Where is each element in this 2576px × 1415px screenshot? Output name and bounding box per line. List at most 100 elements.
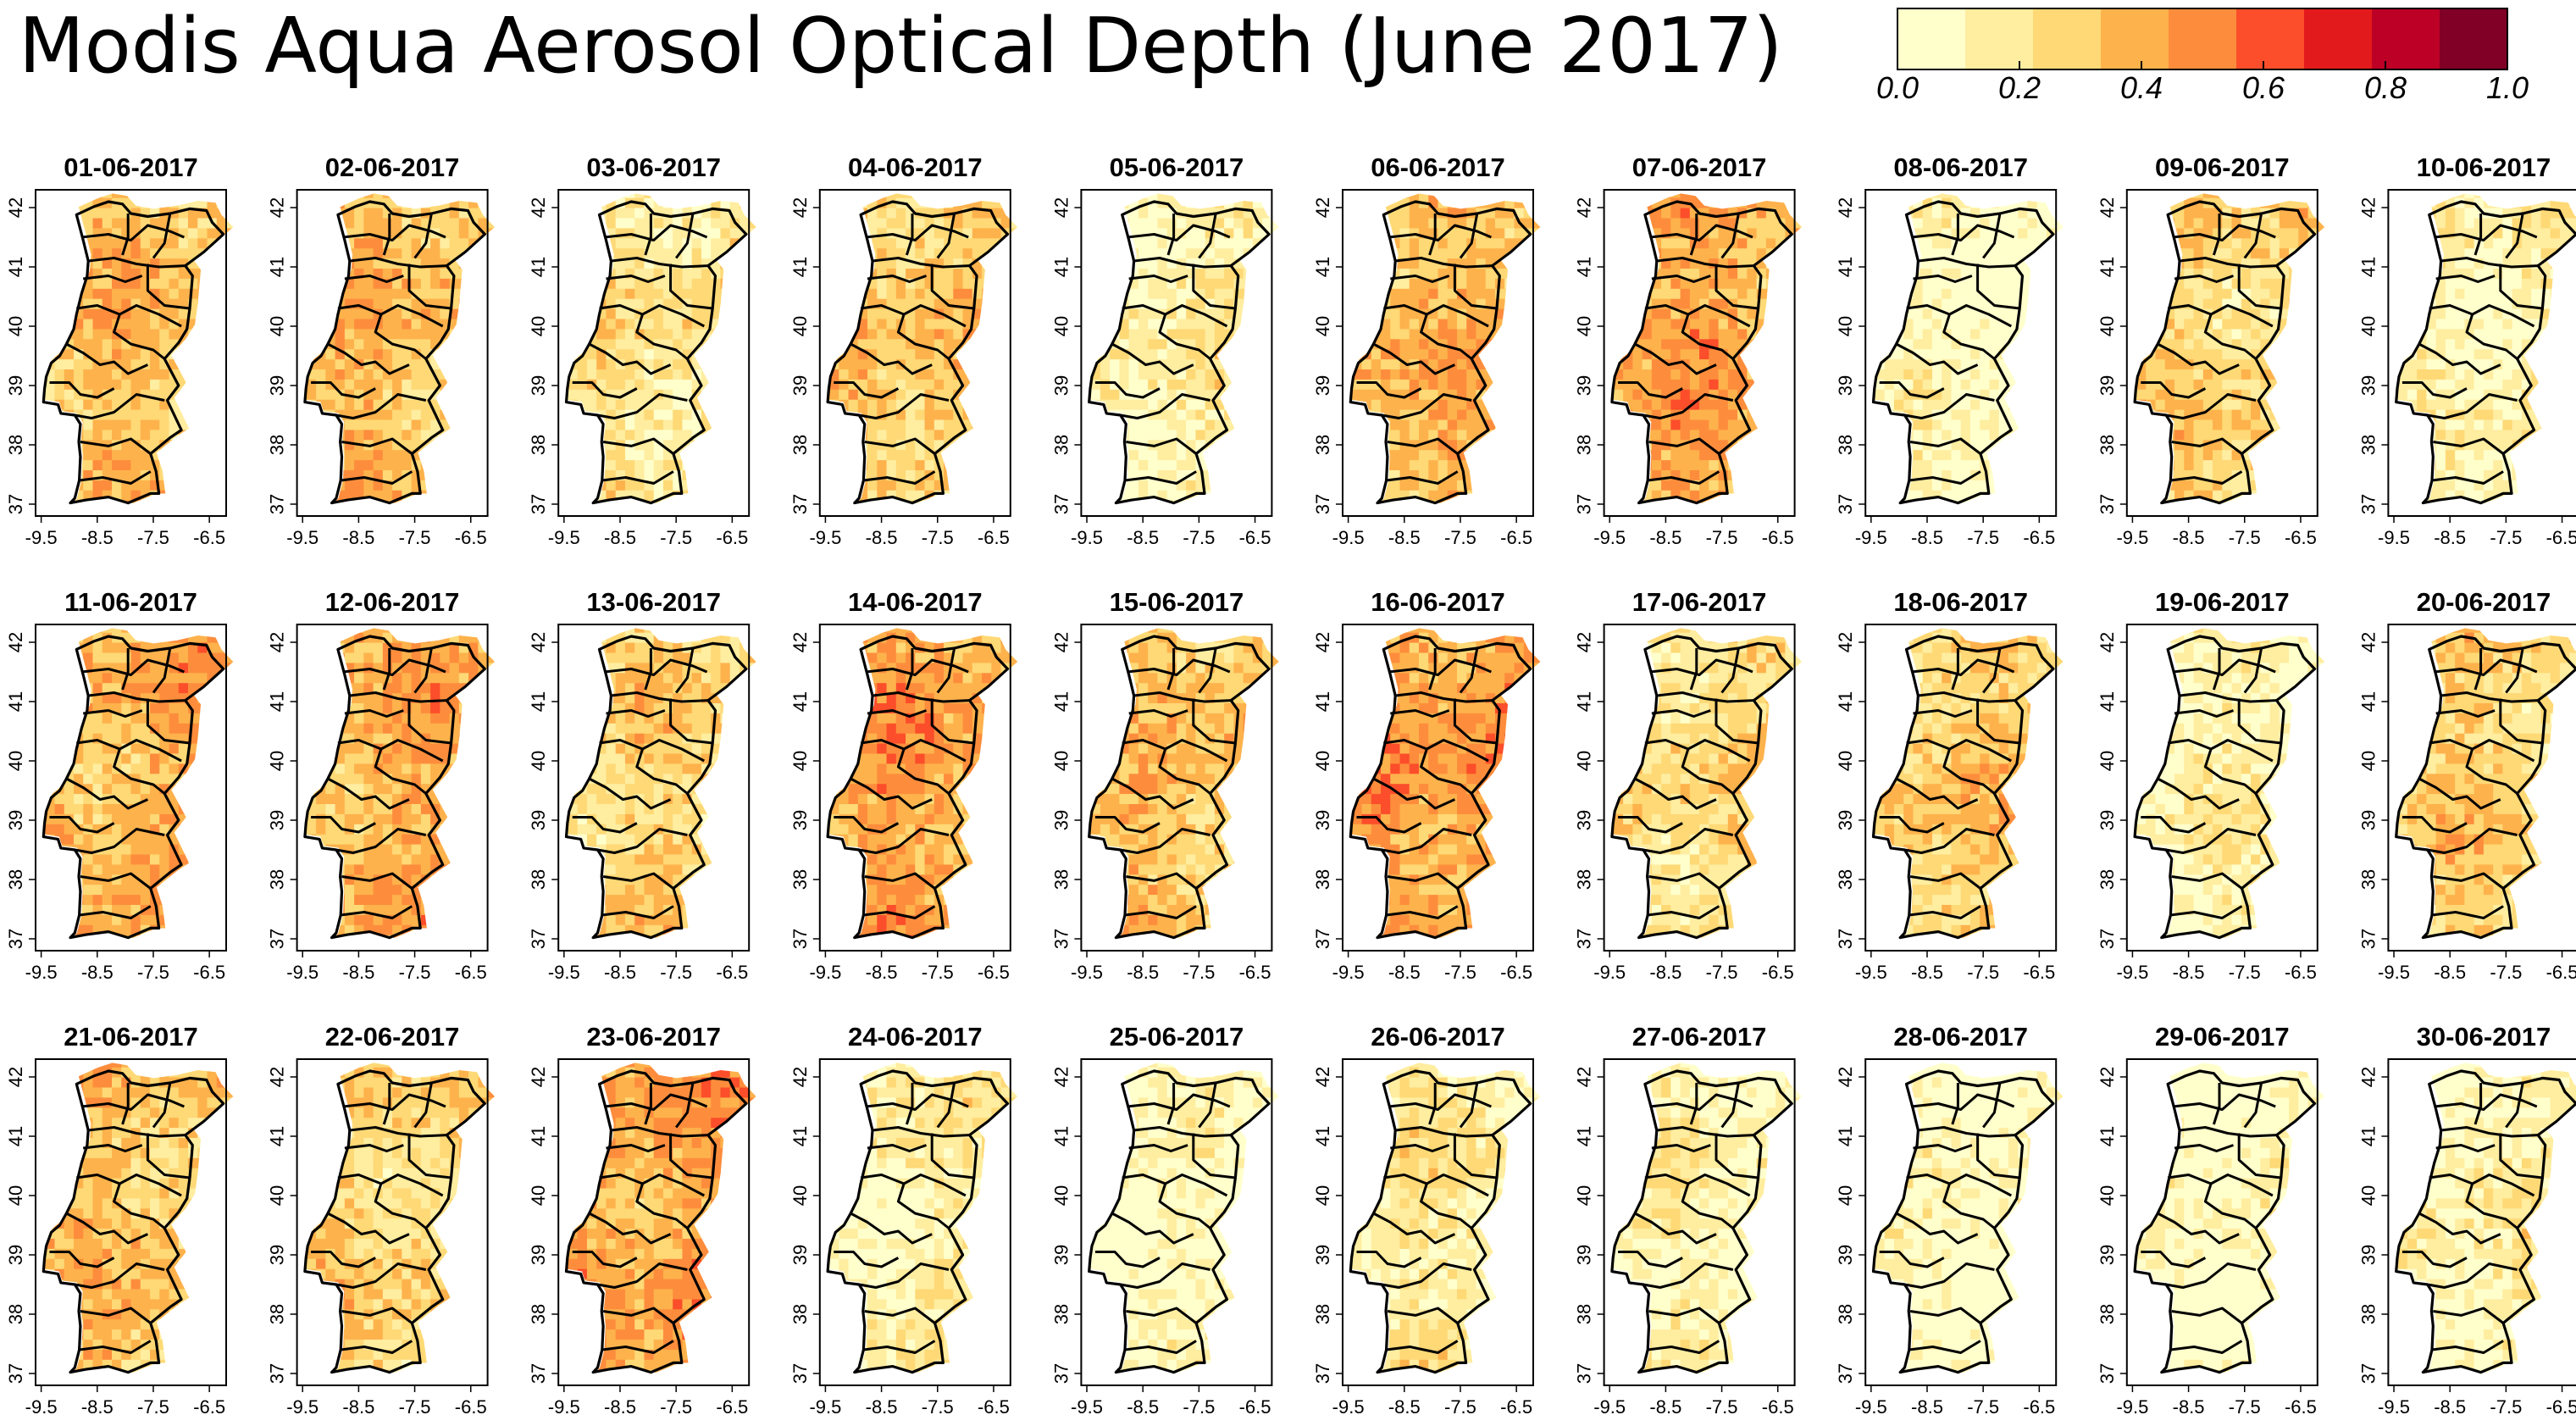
aod-cell	[906, 328, 916, 340]
aod-cell	[1224, 409, 1234, 420]
aod-cell	[924, 197, 935, 208]
aod-cell	[720, 429, 731, 441]
aod-cell	[729, 399, 740, 410]
aod-cell	[867, 278, 878, 289]
aod-cell	[1195, 258, 1206, 269]
aod-cell	[1533, 278, 1541, 289]
aod-cell	[1089, 227, 1092, 239]
aod-cell	[1148, 419, 1158, 430]
aod-cell	[972, 439, 983, 451]
aod-cell	[197, 379, 208, 390]
aod-cell	[1110, 480, 1120, 491]
aod-cell	[382, 227, 393, 239]
aod-cell	[1747, 439, 1758, 451]
aod-cell	[306, 338, 317, 350]
aod-cell	[420, 338, 431, 350]
aod-cell	[566, 419, 569, 430]
aod-cell	[1390, 490, 1401, 501]
aod-cell	[644, 298, 655, 309]
aod-cell	[1214, 308, 1225, 319]
aod-cell	[906, 227, 916, 239]
aod-cell	[325, 288, 336, 299]
aod-cell	[1699, 358, 1709, 369]
aod-cell	[711, 237, 722, 249]
aod-cell	[150, 449, 160, 461]
y-tick-label: 37	[789, 494, 811, 514]
aod-cell	[1352, 298, 1363, 309]
aod-cell	[1718, 480, 1729, 491]
aod-cell	[1252, 298, 1263, 309]
aod-cell	[1747, 288, 1758, 299]
aod-cell	[1756, 379, 1767, 390]
aod-cell	[140, 500, 151, 503]
aod-cell	[226, 308, 234, 319]
aod-cell	[1271, 469, 1279, 480]
aod-cell	[354, 237, 364, 249]
aod-cell	[83, 348, 94, 360]
aod-cell	[673, 358, 684, 369]
aod-cell	[1205, 469, 1216, 480]
aod-cell	[226, 318, 234, 330]
aod-cell	[1613, 227, 1624, 239]
aod-cell	[1447, 449, 1458, 461]
aod-cell	[1485, 379, 1496, 390]
aod-cell	[1613, 338, 1624, 350]
aod-cell	[1623, 389, 1633, 400]
aod-cell	[1233, 399, 1244, 410]
aod-cell	[449, 247, 460, 259]
district-border	[341, 470, 413, 485]
aod-cell	[895, 348, 906, 360]
aod-cell	[886, 208, 897, 219]
aod-cell	[1476, 217, 1487, 229]
y-tick-label: 38	[1312, 435, 1333, 455]
aod-cell	[1271, 429, 1279, 441]
aod-cell	[1214, 358, 1225, 369]
aod-cell	[440, 399, 451, 410]
aod-cell	[1747, 459, 1758, 470]
aod-cell	[1457, 197, 1467, 208]
aod-cell	[1457, 429, 1467, 441]
aod-cell	[1727, 409, 1738, 420]
aod-cell	[169, 379, 180, 390]
aod-cell	[335, 409, 346, 420]
aod-cell	[382, 490, 393, 501]
aod-cell	[216, 247, 227, 259]
aod-cell	[857, 490, 868, 501]
aod-cell	[1089, 419, 1092, 430]
aod-cell	[991, 449, 1002, 461]
aod-cell	[566, 338, 569, 350]
aod-cell	[1727, 288, 1738, 299]
aod-cell	[1381, 328, 1391, 340]
aod-cell	[1110, 449, 1120, 461]
aod-cell	[1785, 439, 1796, 451]
aod-cell	[1504, 258, 1515, 269]
aod-cell	[566, 500, 569, 503]
aod-cell	[1205, 208, 1216, 219]
aod-cell	[1699, 288, 1709, 299]
aod-cell	[682, 328, 693, 340]
aod-cell	[1709, 328, 1720, 340]
aod-cell	[1110, 399, 1120, 410]
aod-cell	[121, 318, 132, 330]
aod-cell	[924, 227, 935, 239]
aod-cell	[1523, 208, 1534, 219]
aod-cell	[1157, 278, 1168, 289]
aod-cell	[1205, 409, 1216, 420]
aod-cell	[1523, 419, 1534, 430]
aod-cell	[1699, 318, 1709, 330]
aod-cell	[1794, 439, 1802, 451]
aod-cell	[1680, 208, 1691, 219]
aod-cell	[1447, 459, 1458, 470]
panel-date-title: 05-06-2017	[1110, 153, 1244, 182]
aod-cell	[1243, 258, 1254, 269]
aod-cell	[1533, 439, 1541, 451]
aod-cell	[1381, 268, 1391, 279]
aod-cell	[1090, 369, 1101, 380]
aod-cell	[487, 237, 495, 249]
aod-cell	[624, 258, 635, 269]
aod-cell	[566, 298, 569, 309]
aod-cell	[682, 288, 693, 299]
aod-cell	[1457, 217, 1467, 229]
aod-cell	[906, 288, 916, 299]
aod-cell	[92, 318, 103, 330]
